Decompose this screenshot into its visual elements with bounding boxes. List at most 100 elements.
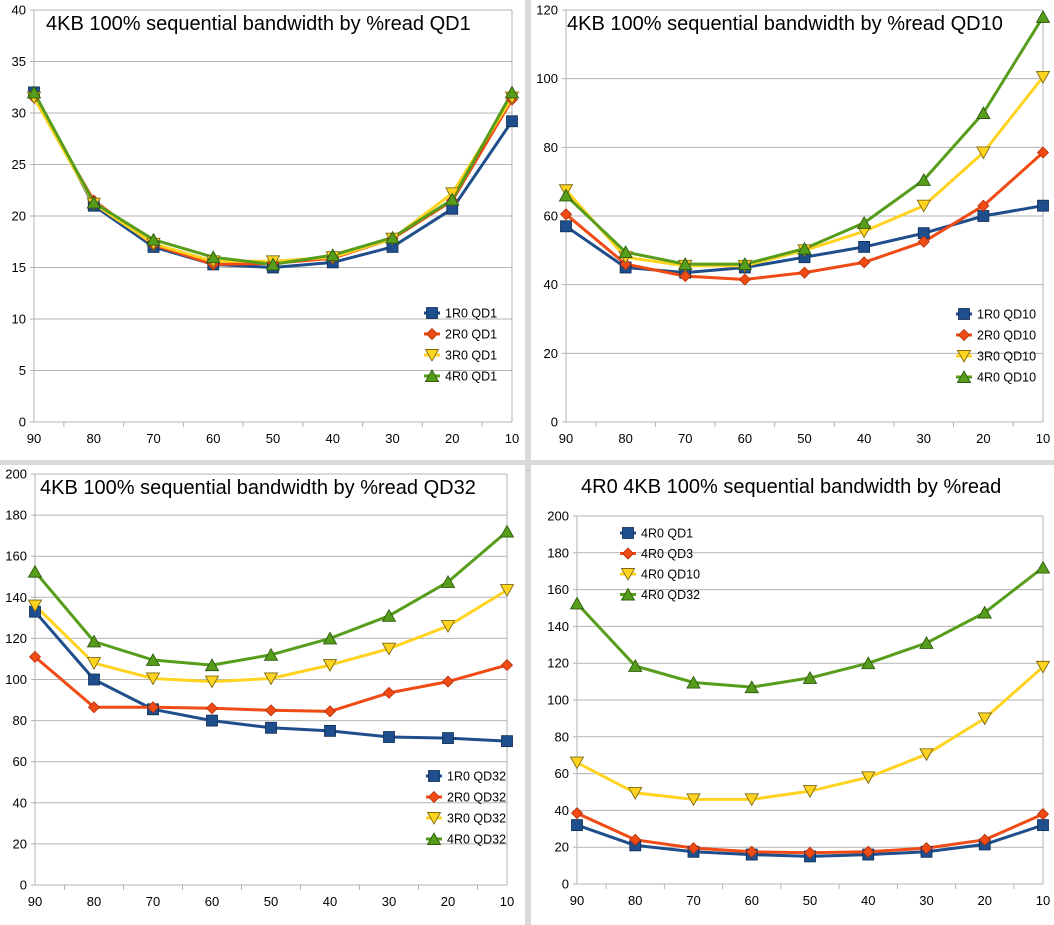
data-point: [381, 642, 397, 656]
data-point: [500, 659, 514, 672]
legend-label: 4R0 QD32: [447, 833, 506, 847]
data-point: [440, 574, 456, 588]
x-tick-label: 10: [1036, 431, 1050, 446]
data-point: [860, 771, 876, 785]
data-point: [504, 85, 520, 99]
chart-svg: 0 20 40 60 80 100 120 140 160 180 200 90 80 70 60 50 40 3…: [5, 467, 515, 909]
data-point: [86, 195, 102, 209]
data-point: [862, 845, 875, 858]
data-point: [977, 605, 993, 619]
x-tick-label: 20: [441, 894, 455, 909]
data-point: [27, 599, 43, 613]
data-point: [263, 672, 279, 686]
x-tick-label: 90: [27, 431, 41, 446]
series-line: [32, 96, 514, 266]
y-tick-label: 100: [547, 693, 569, 708]
legend-marker: [958, 308, 970, 320]
y-tick-label: 100: [536, 71, 558, 86]
data-point: [919, 748, 934, 762]
data-point: [744, 793, 760, 807]
y-tick-label: 10: [12, 312, 26, 327]
data-point: [264, 704, 278, 717]
y-tick-label: 80: [555, 729, 569, 744]
data-point: [745, 845, 758, 858]
x-tick-label: 20: [976, 431, 990, 446]
data-point: [856, 215, 872, 229]
chart-title: 4R0 4KB 100% sequential bandwidth by %re…: [581, 476, 1001, 498]
x-tick-label: 30: [385, 431, 399, 446]
data-point: [26, 85, 42, 99]
series-line: [564, 75, 1045, 268]
data-point: [1037, 819, 1049, 832]
data-point: [569, 756, 585, 770]
y-tick-label: 160: [5, 549, 27, 564]
chart-title: 4KB 100% sequential bandwidth by %read Q…: [46, 13, 471, 35]
data-point: [382, 686, 396, 699]
data-point: [204, 675, 220, 689]
y-tick-label: 140: [5, 590, 27, 605]
x-tick-label: 80: [628, 893, 642, 908]
legend-marker: [956, 350, 972, 363]
data-point: [737, 257, 753, 271]
data-point: [858, 256, 871, 269]
y-tick-label: 100: [5, 672, 27, 687]
series-line: [564, 16, 1045, 266]
data-point: [916, 173, 932, 186]
data-point: [323, 705, 337, 718]
x-tick-label: 10: [1036, 893, 1050, 908]
legend-label: 4R0 QD10: [641, 568, 700, 582]
data-point: [618, 245, 633, 258]
x-tick-label: 10: [500, 894, 514, 909]
legend-label: 3R0 QD1: [445, 349, 497, 363]
data-point: [385, 230, 400, 244]
data-point: [444, 192, 460, 206]
chart-title: 4KB 100% sequential bandwidth by %read Q…: [40, 477, 476, 499]
chart-svg: 0 5 10 15 20 25 30 35 40 90 80 70 60 50 40 30 20 10 4KB 10…: [12, 3, 520, 446]
data-point: [325, 248, 341, 262]
data-point: [440, 620, 456, 633]
y-tick-label: 0: [19, 415, 26, 430]
legend-marker: [425, 327, 439, 341]
legend-marker: [620, 587, 636, 601]
data-point: [629, 833, 642, 846]
x-tick-label: 30: [919, 893, 933, 908]
legend-marker: [426, 832, 442, 845]
data-point: [1035, 70, 1051, 84]
data-point: [976, 146, 991, 160]
y-tick-label: 200: [5, 467, 27, 482]
chart-panel-qd1: 0 5 10 15 20 25 30 35 40 90 80 70 60 50 40 30 20 10 4KB 10…: [0, 0, 525, 460]
legend-marker: [428, 770, 440, 782]
y-tick-label: 40: [555, 803, 569, 818]
data-point: [802, 785, 818, 798]
data-point: [86, 634, 102, 648]
x-tick-label: 20: [978, 893, 992, 908]
data-point: [920, 842, 933, 855]
series-line: [32, 91, 514, 266]
data-point: [559, 208, 573, 221]
x-tick-label: 80: [87, 894, 101, 909]
legend-label: 1R0 QD32: [447, 770, 506, 784]
data-point: [145, 672, 161, 686]
legend-label: 4R0 QD1: [445, 370, 497, 384]
y-tick-label: 5: [19, 363, 26, 378]
y-tick-label: 25: [12, 157, 26, 172]
x-tick-label: 90: [570, 893, 584, 908]
x-tick-label: 50: [803, 893, 817, 908]
data-point: [322, 659, 338, 673]
data-point: [976, 106, 991, 119]
data-point: [627, 786, 643, 800]
legend-label: 1R0 QD1: [445, 307, 497, 321]
series-line: [32, 91, 514, 269]
data-point: [146, 232, 161, 246]
data-point: [499, 524, 515, 538]
y-tick-label: 160: [547, 582, 569, 597]
legend-marker: [427, 790, 441, 804]
data-point: [145, 653, 161, 666]
chart-panel-qd32: 0 20 40 60 80 100 120 140 160 180 200 90 80 70 60 50 40 3…: [0, 465, 525, 925]
x-tick-label: 70: [678, 431, 692, 446]
y-tick-label: 60: [13, 754, 27, 769]
data-point: [506, 115, 518, 128]
x-tick-label: 90: [559, 431, 573, 446]
legend-label: 2R0 QD1: [445, 328, 497, 342]
x-tick-label: 80: [618, 431, 632, 446]
